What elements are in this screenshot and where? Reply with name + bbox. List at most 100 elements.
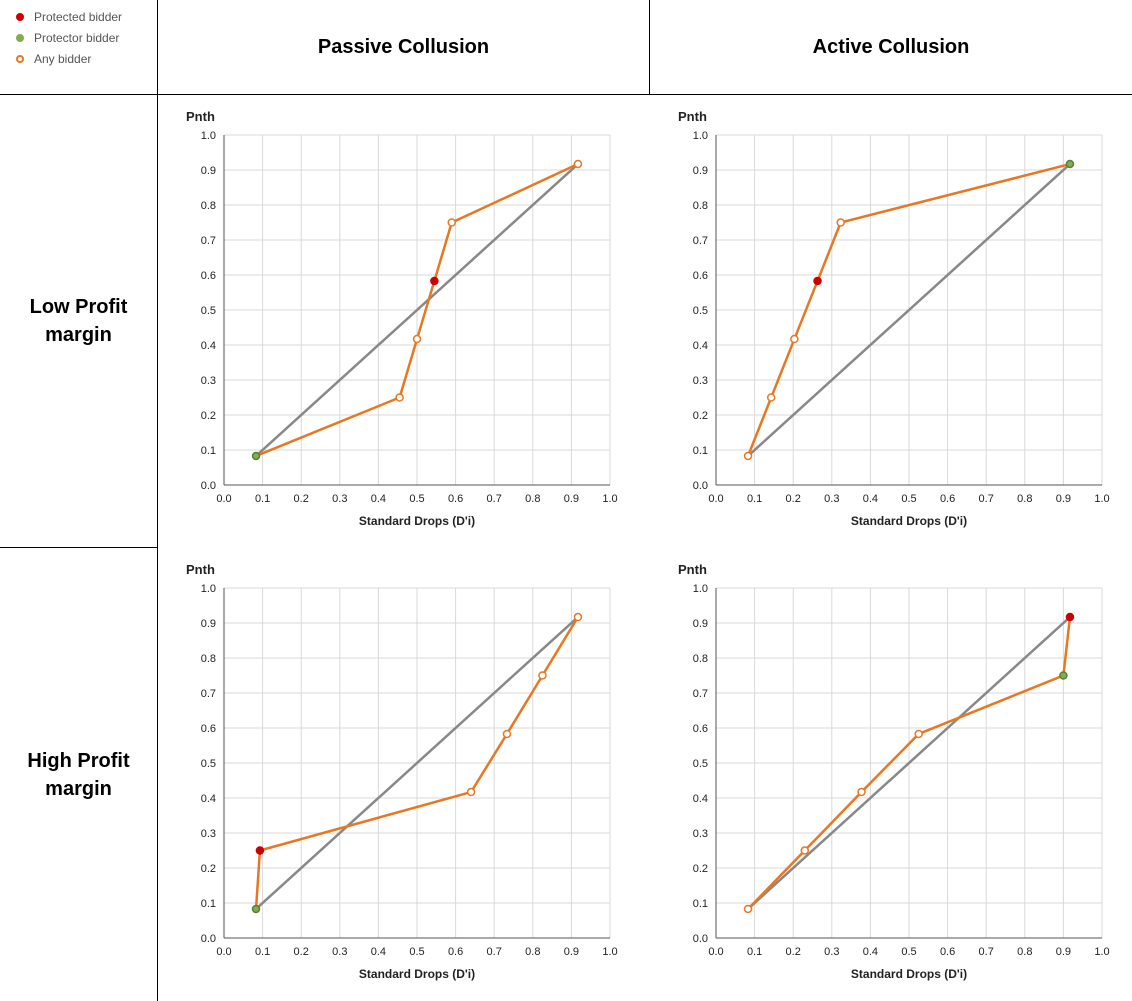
y-tick-label: 0.0: [201, 933, 216, 945]
x-tick-label: 0.0: [708, 493, 723, 505]
x-tick-label: 0.4: [371, 946, 386, 958]
protected-bidder-point: [1065, 612, 1075, 622]
column-header-passive: Passive Collusion: [158, 0, 650, 95]
y-tick-label: 1.0: [693, 583, 708, 595]
any-bidder-point: [466, 787, 476, 797]
x-tick-label: 0.5: [901, 493, 916, 505]
any-bidder-point: [790, 334, 799, 344]
x-tick-label: 0.2: [786, 493, 801, 505]
y-tick-label: 1.0: [693, 130, 708, 142]
any-bidder-point: [857, 787, 866, 797]
x-tick-label: 0.8: [1017, 493, 1032, 505]
x-tick-label: 0.7: [487, 493, 502, 505]
x-tick-label: 0.1: [255, 493, 270, 505]
y-tick-label: 0.0: [201, 480, 216, 492]
y-tick-label: 0.7: [201, 235, 216, 247]
row-header-high: High Profit margin: [0, 548, 158, 1001]
y-tick-label: 0.8: [201, 200, 216, 212]
any-bidder-point: [743, 904, 753, 914]
x-tick-label: 0.3: [332, 946, 347, 958]
x-tick-label: 0.7: [487, 946, 502, 958]
x-tick-label: 0.8: [525, 493, 540, 505]
x-tick-label: 0.4: [863, 493, 878, 505]
x-tick-label: 0.2: [786, 946, 801, 958]
y-axis-label: Pnth: [186, 109, 215, 124]
x-axis-label: Standard Drops (D'i): [851, 514, 967, 528]
diagonal-reference-line: [747, 616, 1071, 910]
diagonal-reference-line: [255, 163, 579, 457]
y-tick-label: 0.6: [693, 723, 708, 735]
x-axis-label: Standard Drops (D'i): [359, 967, 475, 981]
legend-label: Any bidder: [34, 51, 92, 66]
x-axis-label: Standard Drops (D'i): [359, 514, 475, 528]
y-tick-label: 0.0: [693, 480, 708, 492]
x-tick-label: 0.6: [448, 493, 463, 505]
y-tick-label: 0.5: [201, 758, 216, 770]
legend-item-any: Any bidder: [16, 48, 157, 69]
x-tick-label: 0.9: [564, 946, 579, 958]
y-tick-label: 0.4: [693, 793, 708, 805]
x-tick-label: 0.8: [525, 946, 540, 958]
legend-item-protector: Protector bidder: [16, 27, 157, 48]
any-bidder-point: [836, 218, 845, 227]
y-tick-label: 0.8: [693, 653, 708, 665]
y-tick-label: 0.3: [201, 375, 216, 387]
any-bidder-point: [538, 671, 547, 680]
chart-high-passive: 0.00.0 0.1 0.1 0.2 0.2 0.3 0.3 0.4 0.4 0.5 0.5 0.6 0…: [186, 562, 618, 981]
any-bidder-point: [502, 729, 512, 739]
legend-label: Protector bidder: [34, 30, 120, 45]
y-tick-label: 0.6: [201, 270, 216, 282]
y-tick-label: 0.5: [201, 305, 216, 317]
x-tick-label: 0.3: [332, 493, 347, 505]
y-tick-label: 0.5: [693, 758, 708, 770]
y-tick-label: 0.2: [693, 410, 708, 422]
row-header-low: Low Profit margin: [0, 95, 158, 548]
row-header-label: Low Profit margin: [29, 296, 128, 346]
bidder-series-line: [254, 616, 580, 910]
x-tick-label: 0.7: [979, 946, 994, 958]
x-tick-label: 0.5: [409, 946, 424, 958]
y-tick-label: 0.9: [201, 165, 216, 177]
x-tick-label: 0.5: [409, 493, 424, 505]
y-tick-label: 0.2: [201, 863, 216, 875]
y-tick-label: 0.7: [693, 235, 708, 247]
y-tick-label: 0.4: [201, 340, 216, 352]
y-tick-label: 0.2: [201, 410, 216, 422]
y-tick-label: 1.0: [201, 583, 216, 595]
chart-high-active: 0.00.0 0.1 0.1 0.2 0.2 0.3 0.3 0.4 0.4 0.5 0.5 0.6 0…: [678, 562, 1110, 981]
bidder-series-line: [255, 162, 579, 458]
bidder-series-line: [747, 616, 1072, 910]
x-tick-label: 1.0: [602, 946, 617, 958]
y-tick-label: 0.3: [201, 828, 216, 840]
y-tick-label: 0.9: [201, 618, 216, 630]
protected-bidder-marker-icon: [16, 12, 24, 21]
y-tick-label: 0.6: [693, 270, 708, 282]
x-tick-label: 0.3: [824, 493, 839, 505]
x-tick-label: 0.2: [294, 946, 309, 958]
x-tick-label: 0.2: [294, 493, 309, 505]
chart-low-active: 0.00.0 0.1 0.1 0.2 0.2 0.3 0.3 0.4 0.4 0.5 0.5 0.6 0…: [678, 109, 1110, 528]
any-bidder-point: [743, 451, 753, 461]
x-tick-label: 0.0: [216, 946, 231, 958]
x-tick-label: 0.6: [448, 946, 463, 958]
y-tick-label: 0.7: [201, 688, 216, 700]
x-axis-label: Standard Drops (D'i): [851, 967, 967, 981]
any-bidder-point: [573, 612, 583, 622]
y-axis-label: Pnth: [678, 109, 707, 124]
y-tick-label: 0.4: [693, 340, 708, 352]
y-tick-label: 0.1: [201, 445, 216, 457]
protector-bidder-marker-icon: [16, 33, 24, 42]
y-tick-label: 0.1: [693, 445, 708, 457]
y-tick-label: 0.4: [201, 793, 216, 805]
y-tick-label: 0.9: [693, 165, 708, 177]
x-tick-label: 0.9: [1056, 946, 1071, 958]
any-bidder-point: [914, 729, 923, 739]
x-tick-label: 0.6: [940, 946, 955, 958]
y-tick-label: 0.5: [693, 305, 708, 317]
y-tick-label: 0.7: [693, 688, 708, 700]
x-tick-label: 1.0: [1094, 493, 1109, 505]
any-bidder-point: [395, 393, 404, 402]
x-tick-label: 0.1: [747, 493, 762, 505]
gridlines: [223, 134, 611, 486]
y-axis-label: Pnth: [678, 562, 707, 577]
